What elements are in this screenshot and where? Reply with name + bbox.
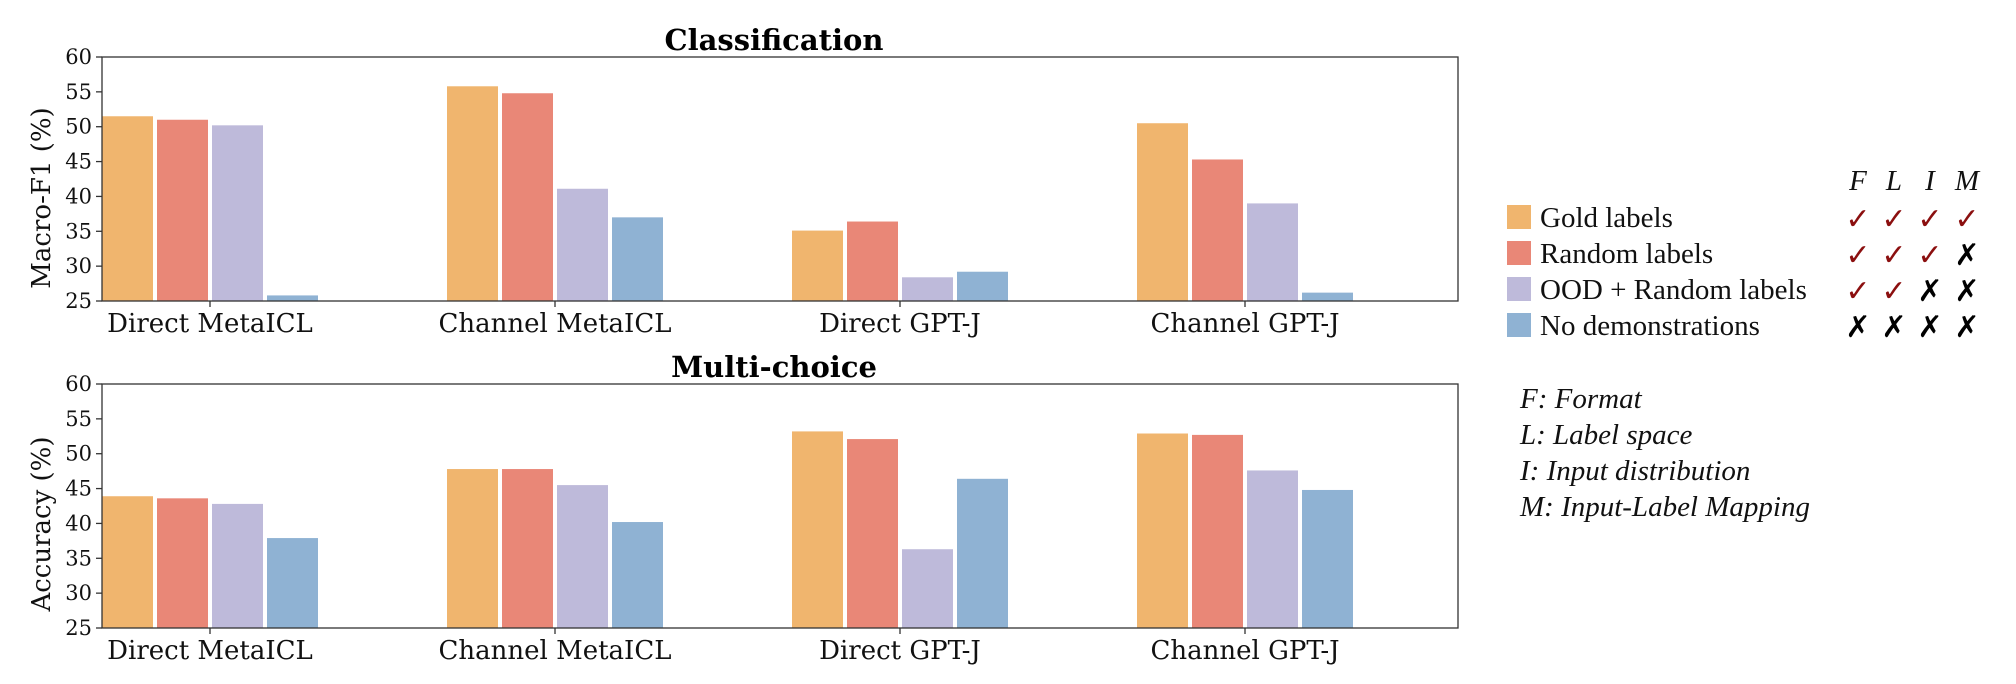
plot-frame (101, 56, 1459, 302)
check-icon: ✓ (1954, 202, 1979, 237)
y-tick-label: 25 (65, 289, 92, 313)
bar-ood-channel-metaicl (557, 485, 608, 628)
bar-random-channel-metaicl (502, 469, 553, 628)
cross-icon: ✗ (1954, 238, 1979, 273)
bar-ood-direct-metaicl (212, 503, 263, 628)
y-tick-label: 40 (65, 184, 92, 208)
legend-header-l: L (1885, 165, 1902, 197)
bar-ood-direct-gptj (902, 549, 953, 628)
x-tick-label-channel-gptj: Channel GPT-J (1150, 636, 1339, 666)
y-tick-label: 60 (65, 45, 92, 69)
cross-icon: ✗ (1917, 274, 1942, 309)
x-tick-label-direct-metaicl: Direct MetaICL (107, 636, 313, 666)
bar-random-direct-metaicl (157, 498, 208, 628)
bar-ood-channel-metaicl (557, 188, 608, 301)
cross-icon: ✗ (1954, 310, 1979, 345)
chart-title-classification: Classification (665, 23, 884, 57)
bar-random-channel-gptj (1192, 159, 1243, 301)
legend-header-i: I (1924, 165, 1936, 197)
bar-gold-direct-gptj (792, 431, 843, 628)
bar-gold-direct-gptj (792, 230, 843, 301)
legend-marks: ✓ ✓ ✓ ✓✓ ✓ ✓ ✗✓ ✓ ✗ ✗✗ ✗ ✗ ✗ (1845, 202, 1979, 345)
bar-gold-direct-metaicl (102, 116, 153, 301)
cross-icon: ✗ (1917, 310, 1942, 345)
bar-random-direct-gptj (847, 221, 898, 301)
legend-label-ood: OOD + Random labels (1540, 274, 1807, 306)
cross-icon: ✗ (1954, 274, 1979, 309)
y-tick-label: 25 (65, 616, 92, 640)
legend-header-f: F (1848, 165, 1867, 197)
note-input-label-mapping: M: Input-Label Mapping (1519, 491, 1810, 523)
y-tick-label: 55 (65, 407, 92, 431)
plot-frame (101, 383, 1459, 629)
x-tick-label-channel-gptj: Channel GPT-J (1150, 309, 1339, 339)
bar-nodemo-direct-metaicl (267, 295, 318, 301)
legend-swatch-random (1507, 241, 1531, 265)
bar-random-direct-metaicl (157, 119, 208, 301)
y-tick-label: 60 (65, 372, 92, 396)
bar-nodemo-direct-metaicl (267, 538, 318, 628)
x-tick-label-channel-metaicl: Channel MetaICL (439, 636, 672, 666)
bar-ood-direct-metaicl (212, 125, 263, 301)
bar-gold-channel-gptj (1137, 433, 1188, 628)
x-tick-label-direct-metaicl: Direct MetaICL (107, 309, 313, 339)
legend-label-nodemo: No demonstrations (1540, 310, 1760, 342)
bar-gold-channel-metaicl (447, 86, 498, 301)
legend-label-gold: Gold labels (1540, 202, 1673, 234)
y-tick-label: 50 (65, 442, 92, 466)
bar-gold-channel-metaicl (447, 469, 498, 628)
y-tick-label: 30 (65, 581, 92, 605)
legend-swatch-nodemo (1507, 313, 1531, 337)
note-format: F: Format (1519, 383, 1643, 415)
note-label-space: L: Label space (1519, 419, 1693, 451)
legend-label-random: Random labels (1540, 238, 1713, 270)
bar-gold-channel-gptj (1137, 123, 1188, 301)
check-icon: ✓ (1917, 238, 1942, 273)
legend: F L I M Gold labels Random labels OOD + … (1507, 165, 1981, 345)
check-icon: ✓ (1881, 274, 1906, 309)
legend-swatch-gold (1507, 205, 1531, 229)
bar-nodemo-direct-gptj (957, 271, 1008, 301)
bar-ood-direct-gptj (902, 277, 953, 301)
y-tick-label: 35 (65, 219, 92, 243)
check-icon: ✓ (1845, 238, 1870, 273)
multichoice-chart: 25 30 35 40 45 50 55 60 Direct MetaICL Channel Me… (65, 372, 1459, 666)
bar-nodemo-channel-gptj (1302, 292, 1353, 301)
bar-ood-channel-gptj (1247, 203, 1298, 301)
note-input-distribution: I: Input distribution (1519, 455, 1750, 487)
bar-random-direct-gptj (847, 439, 898, 628)
check-icon: ✓ (1845, 274, 1870, 309)
check-icon: ✓ (1845, 202, 1870, 237)
cross-icon: ✗ (1881, 310, 1906, 345)
x-tick-label-channel-metaicl: Channel MetaICL (439, 309, 672, 339)
bar-random-channel-metaicl (502, 93, 553, 301)
cross-icon: ✗ (1845, 310, 1870, 345)
y-axis-label-multichoice: Accuracy (%) (27, 436, 57, 612)
chart-title-multichoice: Multi-choice (671, 350, 877, 384)
y-tick-label: 40 (65, 511, 92, 535)
bar-ood-channel-gptj (1247, 470, 1298, 628)
check-icon: ✓ (1917, 202, 1942, 237)
bar-gold-direct-metaicl (102, 496, 153, 628)
bar-nodemo-channel-metaicl (612, 217, 663, 301)
y-tick-label: 45 (65, 477, 92, 501)
y-tick-label: 50 (65, 115, 92, 139)
y-tick-label: 35 (65, 546, 92, 570)
y-tick-label: 45 (65, 150, 92, 174)
x-tick-label-direct-gptj: Direct GPT-J (819, 309, 981, 339)
legend-swatch-ood (1507, 277, 1531, 301)
classification-chart: 25 30 35 40 45 50 55 60 Direct MetaICL Channel Me… (65, 45, 1459, 339)
y-tick-label: 30 (65, 254, 92, 278)
bar-nodemo-channel-metaicl (612, 522, 663, 628)
bar-random-channel-gptj (1192, 434, 1243, 628)
y-tick-label: 55 (65, 80, 92, 104)
check-icon: ✓ (1881, 238, 1906, 273)
x-tick-label-direct-gptj: Direct GPT-J (819, 636, 981, 666)
bar-nodemo-direct-gptj (957, 478, 1008, 628)
bar-nodemo-channel-gptj (1302, 489, 1353, 628)
y-axis-label-classification: Macro-F1 (%) (27, 107, 57, 288)
check-icon: ✓ (1881, 202, 1906, 237)
legend-header-m: M (1954, 165, 1981, 197)
